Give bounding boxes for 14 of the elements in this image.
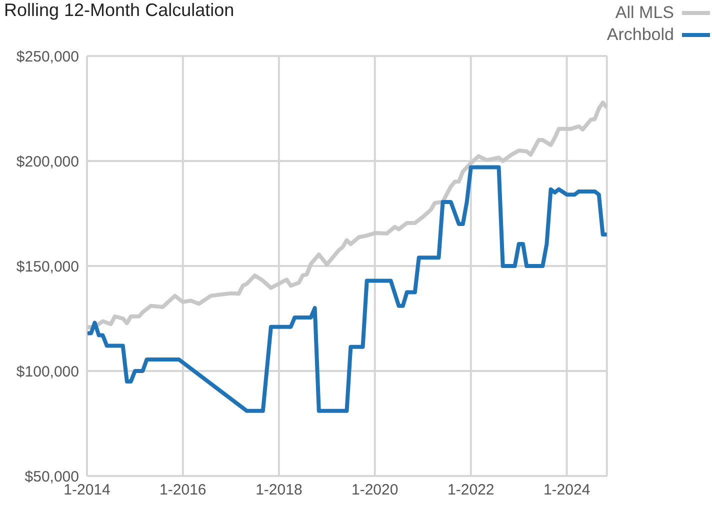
x-tick-label: 1-2022 [448,482,494,499]
x-tick-label: 1-2018 [256,482,302,499]
x-tick-label: 1-2024 [543,482,590,499]
y-tick-label: $100,000 [16,363,79,380]
line-series [87,165,607,413]
chart-title: Rolling 12-Month Calculation [4,0,234,21]
y-tick-label: $200,000 [16,153,79,170]
x-tick-label: 1-2016 [160,482,206,499]
legend-label: Archbold [606,24,674,46]
line-series [87,100,607,330]
y-tick-label: $150,000 [16,258,79,276]
x-tick-label: 1-2020 [352,482,398,499]
legend-label: All MLS [615,2,674,24]
y-tick-label: $250,000 [16,48,79,66]
